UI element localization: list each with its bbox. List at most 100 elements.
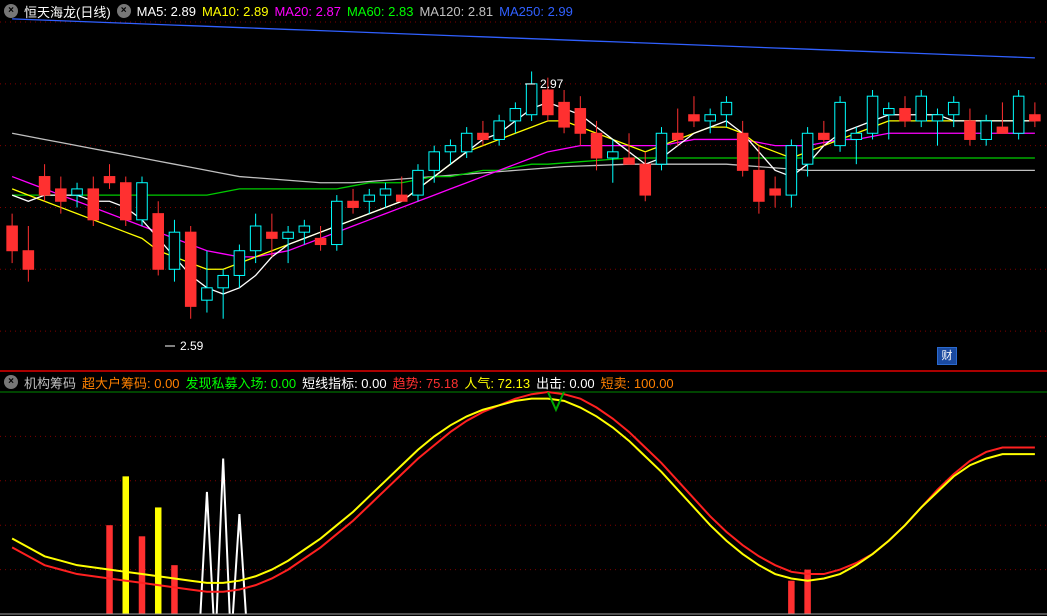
- candle-body: [786, 146, 797, 195]
- indicator-bar: [123, 476, 129, 614]
- candle-body: [7, 226, 18, 251]
- candle-body: [153, 214, 164, 270]
- candle-body: [185, 232, 196, 306]
- ma-legend: MA5: 2.89 MA10: 2.89 MA20: 2.87 MA60: 2.83 M…: [137, 4, 579, 19]
- candle-body: [932, 115, 943, 121]
- candle-body: [948, 102, 959, 114]
- candle-body: [348, 201, 359, 207]
- candle-body: [1013, 96, 1024, 133]
- candle-body: [478, 133, 489, 139]
- indicator-legend: 机构筹码超大户筹码: 0.00发现私募入场: 0.00短线指标: 0.00趋势:…: [24, 373, 680, 392]
- indicator-bar: [804, 570, 810, 614]
- candle-body: [640, 164, 651, 195]
- candle-body: [137, 183, 148, 220]
- indicator-header: × 机构筹码超大户筹码: 0.00发现私募入场: 0.00短线指标: 0.00趋…: [4, 374, 680, 390]
- candle-body: [997, 127, 1008, 133]
- candle-body: [737, 133, 748, 170]
- indicator-legend-item: 人气: 72.13: [464, 376, 530, 391]
- candle-body: [867, 96, 878, 133]
- candle-body: [218, 275, 229, 287]
- candle-body: [445, 146, 456, 152]
- indicator-bar: [171, 565, 177, 614]
- indicator-legend-item: 趋势: 75.18: [393, 376, 459, 391]
- candle-body: [526, 84, 537, 115]
- candle-body: [883, 109, 894, 115]
- candle-body: [981, 121, 992, 140]
- candle-body: [332, 201, 343, 244]
- candle-body: [396, 195, 407, 201]
- candle-body: [88, 189, 99, 220]
- candle-body: [656, 133, 667, 164]
- main-header: × 恒天海龙(日线) × MA5: 2.89 MA10: 2.89 MA20: 2.…: [4, 2, 579, 20]
- candle-body: [802, 133, 813, 164]
- stock-chart-container: × 恒天海龙(日线) × MA5: 2.89 MA10: 2.89 MA20: 2.…: [0, 0, 1047, 616]
- candle-body: [608, 152, 619, 158]
- candle-body: [851, 133, 862, 139]
- candle-body: [202, 288, 213, 300]
- ma-toggle-icon[interactable]: ×: [117, 4, 131, 18]
- candle-body: [965, 121, 976, 140]
- candle-body: [575, 109, 586, 134]
- close-icon[interactable]: ×: [4, 4, 18, 18]
- candle-body: [72, 189, 83, 195]
- price-annotation: 2.59: [180, 339, 204, 353]
- candle-body: [283, 232, 294, 238]
- candle-body: [494, 121, 505, 140]
- indicator-bar: [155, 507, 161, 614]
- indicator-legend-item: 短卖: 100.00: [601, 376, 674, 391]
- candle-body: [543, 90, 554, 115]
- candle-body: [299, 226, 310, 232]
- indicator-bar: [788, 581, 794, 614]
- indicator-legend-item: 超大户筹码: 0.00: [82, 376, 180, 391]
- candle-body: [916, 96, 927, 121]
- stock-name: 恒天海龙(日线): [24, 2, 111, 21]
- candle-body: [380, 189, 391, 195]
- candle-body: [672, 133, 683, 139]
- indicator-line-pop: [12, 399, 1035, 583]
- candle-body: [429, 152, 440, 171]
- candle-body: [835, 102, 846, 145]
- info-badge[interactable]: 财: [937, 347, 957, 365]
- candle-body: [120, 183, 131, 220]
- candle-body: [56, 189, 67, 201]
- candle-body: [1030, 115, 1041, 121]
- ma-legend-item: MA60: 2.83: [347, 4, 414, 19]
- candle-body: [754, 170, 765, 201]
- indicator-line-trend: [12, 392, 1035, 592]
- ma-legend-item: MA20: 2.87: [274, 4, 341, 19]
- candle-body: [900, 109, 911, 121]
- indicator-spike: [200, 492, 213, 614]
- candle-body: [364, 195, 375, 201]
- candlestick-chart[interactable]: 2.59 2.97 财: [0, 0, 1047, 370]
- indicator-legend-item: 短线指标: 0.00: [302, 376, 387, 391]
- ma-legend-item: MA250: 2.99: [499, 4, 573, 19]
- candle-body: [39, 177, 50, 196]
- indicator-spike: [233, 514, 246, 614]
- candle-body: [169, 232, 180, 269]
- candle-body: [234, 251, 245, 276]
- candle-body: [819, 133, 830, 139]
- indicator-close-icon[interactable]: ×: [4, 375, 18, 389]
- ma-line-MA5: [12, 102, 1035, 294]
- candle-body: [315, 238, 326, 244]
- candle-body: [591, 133, 602, 158]
- candle-body: [461, 133, 472, 152]
- indicator-chart[interactable]: [0, 370, 1047, 616]
- price-annotation: 2.97: [540, 77, 564, 91]
- candle-body: [770, 189, 781, 195]
- ma-line-MA250: [12, 19, 1035, 58]
- indicator-legend-item: 机构筹码: [24, 376, 76, 391]
- candle-body: [267, 232, 278, 238]
- indicator-legend-item: 出击: 0.00: [536, 376, 595, 391]
- candle-body: [510, 109, 521, 121]
- candle-body: [23, 251, 34, 270]
- candle-body: [721, 102, 732, 114]
- candle-body: [624, 158, 635, 164]
- candle-body: [104, 177, 115, 183]
- ma-legend-item: MA10: 2.89: [202, 4, 269, 19]
- candle-body: [689, 115, 700, 121]
- candle-body: [559, 102, 570, 127]
- ma-legend-item: MA5: 2.89: [137, 4, 196, 19]
- ma-line-MA60: [12, 158, 1035, 195]
- candle-body: [413, 170, 424, 195]
